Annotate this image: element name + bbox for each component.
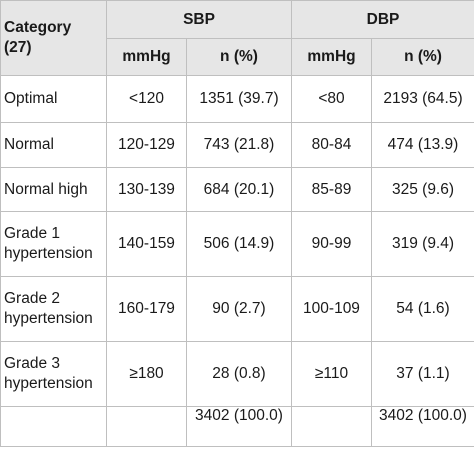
dbp-header: DBP — [290, 0, 474, 39]
row-dbp-range: 80-84 — [291, 122, 372, 168]
table-row: Normal 120-129 743 (21.8) 80-84 474 (13.… — [0, 122, 474, 168]
row-category: Normal high — [0, 167, 107, 212]
row-category: Normal — [0, 122, 107, 168]
dbp-n-header: n (%) — [370, 38, 474, 76]
sbp-n-header: n (%) — [186, 38, 292, 76]
total-category — [0, 406, 107, 447]
table-row: Optimal <120 1351 (39.7) <80 2193 (64.5) — [0, 75, 474, 123]
total-dbp-range — [291, 406, 372, 447]
row-sbp-range: ≥180 — [106, 341, 187, 407]
table-row: Normal high 130-139 684 (20.1) 85-89 325… — [0, 167, 474, 212]
row-sbp-n: 90 (2.7) — [186, 276, 292, 342]
header-row-top: Category (27) SBP DBP — [0, 0, 474, 76]
table-row: Grade 3 hypertension ≥180 28 (0.8) ≥110 … — [0, 341, 474, 407]
dbp-unit-header: mmHg — [291, 38, 372, 76]
row-dbp-range: 100-109 — [291, 276, 372, 342]
row-dbp-range: <80 — [291, 75, 372, 123]
sbp-unit-header: mmHg — [106, 38, 187, 76]
row-sbp-n: 684 (20.1) — [186, 167, 292, 212]
row-sbp-n: 506 (14.9) — [186, 211, 292, 277]
total-row: 3402 (100.0) 3402 (100.0) — [0, 406, 474, 447]
table-row: Grade 2 hypertension 160-179 90 (2.7) 10… — [0, 276, 474, 342]
row-dbp-range: 85-89 — [291, 167, 372, 212]
row-dbp-n: 319 (9.4) — [370, 211, 474, 277]
row-dbp-range: 90-99 — [291, 211, 372, 277]
row-category: Grade 2 hypertension — [0, 276, 107, 342]
row-dbp-n: 54 (1.6) — [370, 276, 474, 342]
table-row: Grade 1 hypertension 140-159 506 (14.9) … — [0, 211, 474, 277]
row-dbp-range: ≥110 — [291, 341, 372, 407]
row-category: Grade 1 hypertension — [0, 211, 107, 277]
row-sbp-n: 28 (0.8) — [186, 341, 292, 407]
row-sbp-range: 130-139 — [106, 167, 187, 212]
header-row-sub: mmHg n (%) mmHg n (%) — [1, 38, 474, 76]
row-sbp-range: 120-129 — [106, 122, 187, 168]
total-sbp-range — [106, 406, 187, 447]
total-sbp-n: 3402 (100.0) — [186, 406, 292, 447]
row-sbp-range: 140-159 — [106, 211, 187, 277]
row-category: Optimal — [0, 75, 107, 123]
row-sbp-n: 1351 (39.7) — [186, 75, 292, 123]
row-category: Grade 3 hypertension — [0, 341, 107, 407]
row-sbp-range: <120 — [106, 75, 187, 123]
row-dbp-n: 325 (9.6) — [370, 167, 474, 212]
row-dbp-n: 2193 (64.5) — [370, 75, 474, 123]
sbp-header: SBP — [106, 0, 292, 39]
category-header: Category (27) — [0, 0, 107, 76]
row-dbp-n: 37 (1.1) — [370, 341, 474, 407]
row-sbp-range: 160-179 — [106, 276, 187, 342]
row-sbp-n: 743 (21.8) — [186, 122, 292, 168]
row-dbp-n: 474 (13.9) — [370, 122, 474, 168]
total-dbp-n: 3402 (100.0) — [370, 406, 474, 447]
